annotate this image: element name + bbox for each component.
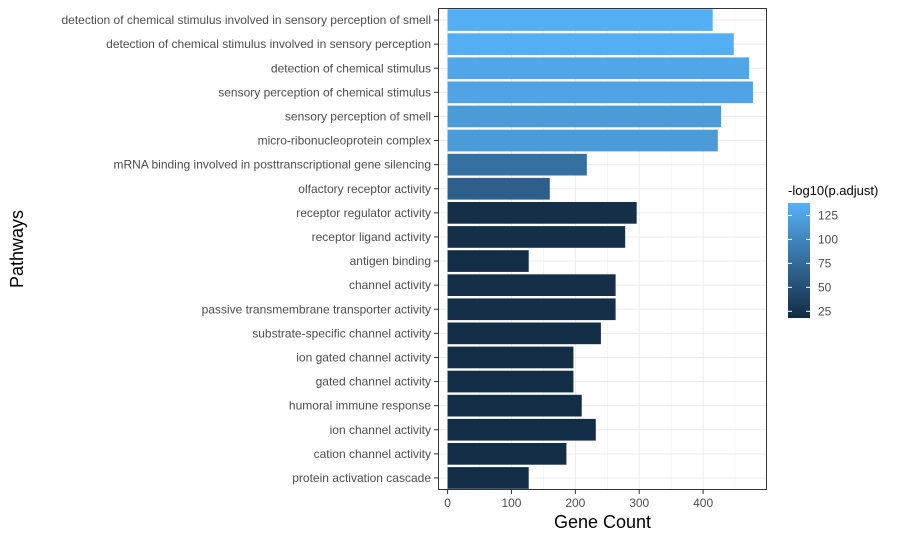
category-label: channel activity [349,278,431,292]
category-label: receptor regulator activity [296,206,431,220]
bar [447,274,616,296]
legend-tick-label: 125 [818,208,838,222]
bar [447,57,750,80]
x-tick-label: 400 [693,496,713,510]
legend-title: -log10(p.adjust) [788,183,878,198]
category-label: gated channel activity [316,375,431,389]
category-label: detection of chemical stimulus [271,61,431,75]
bar [447,105,722,128]
category-label: receptor ligand activity [312,230,431,244]
category-label: ion gated channel activity [296,350,431,364]
category-label: cation channel activity [314,447,431,461]
bar [447,177,550,200]
legend-tick-label: 25 [818,304,832,318]
category-label: mRNA binding involved in posttranscripti… [113,158,431,172]
bars [447,9,753,489]
category-label: micro-ribonucleoprotein complex [258,134,431,148]
x-tick-label: 100 [501,496,521,510]
category-label: sensory perception of chemical stimulus [218,85,431,99]
category-label: detection of chemical stimulus involved … [106,37,431,51]
bar [447,153,587,176]
legend-tick-label: 100 [818,232,838,246]
bar [447,33,734,55]
legend-ticks: 25 50 75 100 125 [788,208,838,318]
bar [447,322,601,345]
x-tick-label: 200 [565,496,585,510]
category-label: antigen binding [350,254,431,268]
x-tick-label: 0 [444,496,451,510]
bar [447,250,529,272]
x-tick-label: 300 [629,496,649,510]
plot-panel [438,8,767,490]
bar [447,81,753,104]
category-label: olfactory receptor activity [298,182,431,196]
category-label: detection of chemical stimulus involved … [61,13,431,27]
x-axis: 0 100 200 300 400 [444,490,713,510]
bar [447,346,574,369]
colorbar [788,203,810,318]
bar [447,129,718,152]
y-ticks [434,19,438,479]
bar [447,202,637,224]
bar [447,418,596,441]
bar [447,443,567,465]
category-label: ion channel activity [330,423,431,437]
bar [447,394,582,417]
x-axis-title: Gene Count [554,512,651,532]
plot-border [438,8,767,490]
category-label: sensory perception of smell [285,109,431,123]
category-label: protein activation cascade [292,471,431,485]
legend: -log10(p.adjust) 25 50 75 100 125 [788,183,878,318]
category-label: passive transmembrane transporter activi… [202,302,431,316]
bar [447,467,529,489]
y-axis-title: Pathways [7,210,27,288]
bar [447,298,616,321]
category-label: substrate-specific channel activity [252,326,431,340]
bar [447,370,574,393]
category-label: humoral immune response [289,399,431,413]
bar [447,9,713,31]
category-labels: detection of chemical stimulus involved … [61,13,431,485]
legend-tick-label: 75 [818,256,832,270]
legend-tick-label: 50 [818,280,832,294]
bar [447,226,626,248]
